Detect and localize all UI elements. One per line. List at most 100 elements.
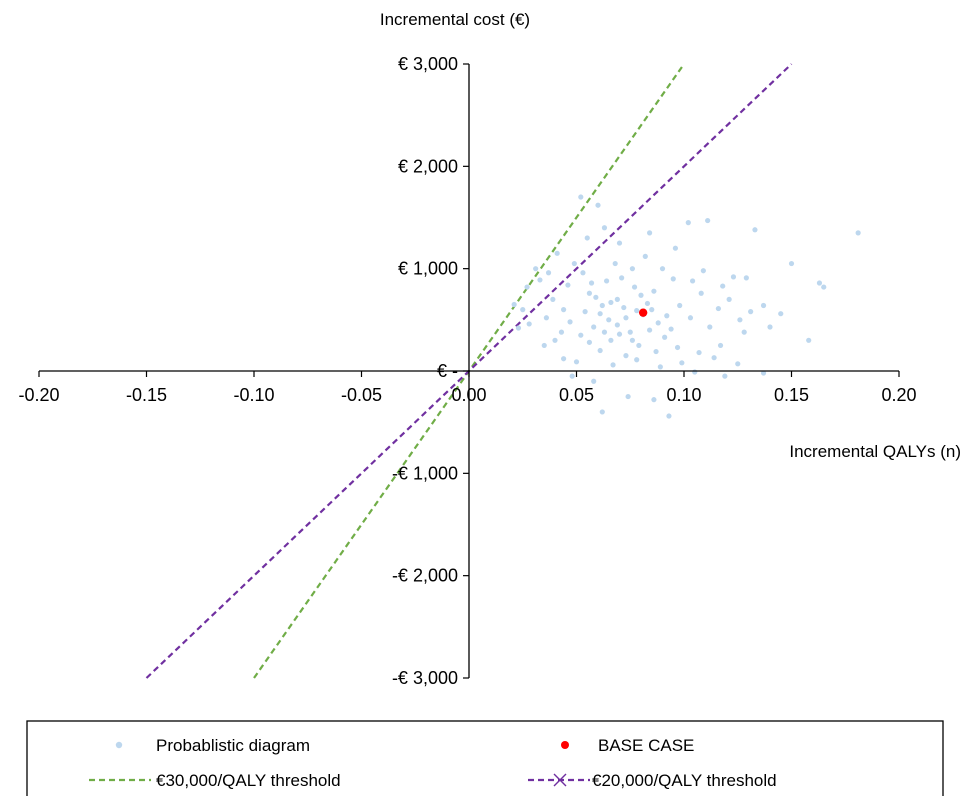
probabilistic-point [588, 280, 595, 286]
x-tick-label: 0.20 [881, 385, 916, 405]
probabilistic-point [606, 317, 612, 323]
legend-marker-probabilistic [115, 741, 123, 749]
probabilistic-point [554, 250, 560, 256]
probabilistic-point [662, 334, 668, 340]
x-tick-label: 0.05 [559, 385, 594, 405]
probabilistic-point [677, 302, 683, 309]
probabilistic-point [567, 319, 573, 325]
probabilistic-point [651, 288, 657, 294]
probabilistic-point [806, 337, 812, 343]
probabilistic-point [788, 260, 795, 267]
x-tick-label: -0.10 [233, 385, 274, 405]
probabilistic-point [616, 240, 623, 246]
y-tick-label: € 1,000 [398, 259, 458, 279]
probabilistic-point [707, 324, 713, 330]
probabilistic-point [642, 253, 648, 259]
probabilistic-point [515, 325, 522, 331]
probabilistic-point [608, 299, 614, 306]
probabilistic-point [657, 364, 663, 370]
probabilistic-point [672, 245, 679, 251]
probabilistic-point [558, 329, 565, 335]
probabilistic-point [595, 202, 601, 208]
x-tick-label: -0.20 [18, 385, 59, 405]
probabilistic-point [616, 331, 623, 337]
probabilistic-point [597, 347, 603, 354]
probabilistic-point [636, 342, 642, 349]
probabilistic-point [705, 217, 711, 224]
x-tick-label: -0.05 [341, 385, 382, 405]
probabilistic-point [552, 337, 558, 343]
probabilistic-point [638, 292, 644, 298]
probabilistic-point [561, 307, 567, 313]
probabilistic-point [664, 313, 670, 319]
probabilistic-point [668, 326, 674, 332]
probabilistic-point [651, 397, 657, 403]
probabilistic-point [698, 290, 704, 296]
y-tick-label: -€ 3,000 [392, 668, 458, 688]
probabilistic-point [614, 322, 620, 328]
probabilistic-point [591, 378, 597, 384]
legend: Probablistic diagram BASE CASE €30,000/Q… [26, 720, 944, 796]
probabilistic-point [511, 301, 517, 308]
probabilistic-point [612, 260, 618, 267]
probabilistic-point [690, 278, 696, 284]
probabilistic-point [623, 353, 629, 359]
probabilistic-point [541, 342, 547, 349]
tick-labels: -0.20 -0.15 -0.10 -0.05 0.00 0.05 0.10 0.15 0.20… [18, 54, 916, 688]
probabilistic-point [545, 270, 552, 276]
probabilistic-point [565, 282, 571, 288]
probabilistic-point [816, 280, 823, 286]
probabilistic-point [715, 305, 722, 312]
probabilistic-point [644, 300, 651, 307]
probabilistic-point [586, 290, 593, 296]
legend-label-base-case: BASE CASE [598, 736, 694, 755]
probabilistic-point [604, 278, 610, 284]
probabilistic-point [599, 302, 605, 309]
x-axis-title: Incremental QALYs (n) [789, 442, 961, 461]
probabilistic-point [655, 320, 661, 326]
probabilistic-point [627, 329, 633, 335]
y-tick-label: € 2,000 [398, 156, 458, 176]
probabilistic-point [591, 324, 597, 330]
probabilistic-point [855, 230, 861, 236]
probabilistic-point [647, 327, 653, 333]
probabilistic-point [737, 317, 743, 323]
probabilistic-point [760, 370, 767, 376]
probabilistic-point [524, 284, 530, 290]
probabilistic-point [608, 337, 614, 343]
x-tick-label: 0.00 [451, 385, 486, 405]
probabilistic-point [741, 329, 747, 335]
probabilistic-point [692, 369, 698, 375]
probabilistic-point [735, 361, 741, 367]
legend-label-30000: €30,000/QALY threshold [156, 771, 341, 790]
y-tick-label: € 3,000 [398, 54, 458, 74]
probabilistic-point [634, 308, 640, 314]
y-tick-label: -€ 2,000 [392, 566, 458, 586]
probabilistic-point [599, 409, 605, 415]
probabilistic-point [679, 360, 685, 366]
probabilistic-point [526, 321, 532, 327]
probabilistic-point [571, 260, 577, 267]
legend-box [26, 720, 944, 796]
probabilistic-point [610, 362, 616, 368]
probabilistic-point [578, 194, 584, 200]
probabilistic-point [666, 413, 672, 419]
y-axis-title: Incremental cost (€) [380, 10, 530, 29]
probabilistic-point [586, 339, 593, 345]
y-tick-label: -€ 1,000 [392, 463, 458, 483]
probabilistic-point [520, 307, 526, 313]
probabilistic-point [580, 270, 586, 276]
probabilistic-point [550, 296, 556, 302]
probabilistic-point [696, 349, 702, 356]
probabilistic-point [726, 296, 732, 302]
probabilistic-point [720, 283, 726, 289]
probabilistic-point [659, 266, 666, 272]
probabilistic-point [717, 342, 724, 349]
probabilistic-point [621, 304, 627, 311]
probabilistic-point [629, 337, 636, 343]
probabilistic-point [634, 357, 640, 363]
x-tick-label: 0.15 [774, 385, 809, 405]
probabilistic-point [573, 359, 580, 365]
probabilistic-point [685, 220, 691, 226]
